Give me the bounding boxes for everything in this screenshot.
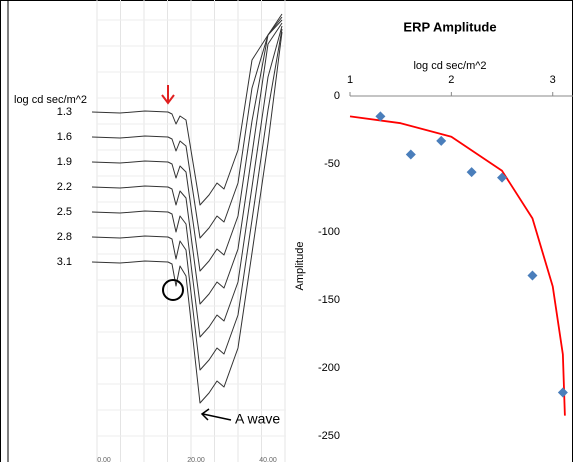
erg-trace	[91, 31, 283, 404]
x-tick-label: 1	[347, 74, 353, 86]
x-axis-label: log cd sec/m^2	[413, 60, 486, 72]
x-tick-label: 3	[550, 74, 556, 86]
annotation: A wave	[235, 411, 280, 427]
y-tick-label: -200	[318, 362, 340, 374]
y-tick-label: -250	[318, 430, 340, 442]
stimulus-arrowhead	[161, 94, 175, 105]
trendline	[349, 115, 566, 416]
intensity-label: 2.2	[57, 181, 72, 193]
annotation-arrowhead	[200, 408, 210, 421]
annotation-arrow	[202, 413, 232, 421]
time-tick-label: 20.00	[187, 457, 205, 462]
left-axis-label: log cd sec/m^2	[14, 94, 87, 106]
point	[375, 111, 386, 122]
intensity-label: 1.9	[57, 156, 72, 168]
y-tick-label: -150	[318, 294, 340, 306]
y-tick-label: -50	[324, 158, 340, 170]
point	[405, 149, 416, 160]
point	[466, 167, 477, 178]
erg-trace	[91, 19, 283, 272]
intensity-label: 1.3	[57, 106, 72, 118]
time-tick-label: 40.00	[259, 457, 277, 462]
erg-panel: 0.00 20.00 40.00 1.3 1.6 1.9 2.2 2.5 2.8 3.1	[57, 0, 286, 462]
y-tick-label: -100	[318, 226, 340, 238]
intensity-label: 3.1	[57, 256, 72, 268]
erg-trace	[91, 25, 283, 338]
time-tick-label: 0.00	[97, 457, 111, 462]
erg-trace	[91, 28, 283, 371]
erg-trace	[91, 13, 283, 206]
intensity-label: 2.8	[57, 231, 72, 243]
highlight-circle	[162, 279, 184, 301]
intensity-label: 1.6	[57, 131, 72, 143]
y-tick-label: 0	[334, 90, 340, 102]
y-axis-label: Amplitude	[294, 242, 306, 291]
chart-title: ERP Amplitude	[403, 19, 496, 34]
point	[527, 270, 538, 281]
erg-trace	[91, 16, 283, 239]
intensity-label: 2.5	[57, 206, 72, 218]
point	[436, 135, 447, 146]
point	[557, 387, 568, 398]
x-tick-label: 2	[448, 74, 454, 86]
point	[497, 172, 508, 183]
erg-trace	[91, 22, 283, 305]
